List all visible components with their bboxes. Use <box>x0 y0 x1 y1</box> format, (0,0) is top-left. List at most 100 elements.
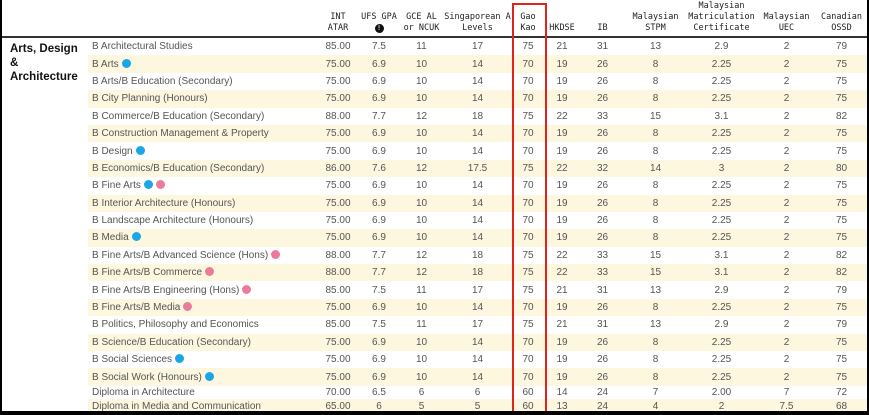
table-row: B Politics, Philosophy and Economics 85.0… <box>2 316 867 333</box>
cell-int-atar: 75.00 <box>318 55 358 73</box>
cell-gao-kao: 70 <box>522 180 534 192</box>
column-header-canadian-ossd: Canadian OSSD <box>816 0 867 38</box>
cell-hkdse: 19 <box>544 333 580 352</box>
cell-singaporean-a-levels: 14 <box>471 180 484 192</box>
cell-singaporean-a-levels: 17 <box>471 41 484 53</box>
column-header-label: IB <box>597 23 608 33</box>
table-row: Arts, Design & Architecture B Architectur… <box>2 37 867 83</box>
cell-hkdse: 19 <box>544 55 580 73</box>
table-row: B Social Sciences 75.00 6.9 10 14 70 19 26 8 2.25… <box>2 351 867 368</box>
cell-int-atar: 75.00 <box>318 229 358 247</box>
cell-gao-kao: 75 <box>512 264 544 282</box>
cell-gao-kao: 75 <box>522 319 534 331</box>
cell-gce-al-or-ncuk: 10 <box>400 124 443 143</box>
table-row: B Fine Arts/B Advanced Science (Hons) 88.… <box>2 247 867 264</box>
cell-malaysian-uec: 2 <box>757 90 816 108</box>
table-row: B Fine Arts 75.00 6.9 10 14 70 19 26 8 2.25 2 75 <box>2 177 867 194</box>
course-name: B Social Sciences <box>88 351 318 368</box>
cell-gce-al-or-ncuk: 12 <box>400 159 443 178</box>
course-name: B Science/B Education (Secondary) <box>88 333 318 352</box>
cell-singaporean-a-levels: 17.5 <box>443 159 512 178</box>
info-icon[interactable]: ! <box>374 24 384 33</box>
table-row: B Commerce/B Education (Secondary) 88.00 7… <box>2 108 867 125</box>
cell-malaysian-stpm: 8 <box>625 229 686 247</box>
course-name: B Architectural Studies <box>88 37 318 55</box>
cell-ib: 31 <box>596 284 609 296</box>
cell-malaysian-stpm: 8 <box>625 124 686 143</box>
column-header-label: Malaysian Matriculation Certificate <box>688 1 755 33</box>
cell-malaysian-stpm: 8 <box>625 55 686 73</box>
cell-canadian-ossd: 75 <box>816 124 867 143</box>
cell-malaysian-matriculation-certificate: 3 <box>686 159 757 178</box>
cell-hkdse: 19 <box>544 298 580 317</box>
cell-malaysian-stpm: 8 <box>652 145 659 157</box>
cell-ufs-gpa: 7.7 <box>372 110 386 122</box>
cell-gao-kao: 75 <box>512 159 544 178</box>
course-name: B Fine Arts/B Advanced Science (Hons) <box>88 247 318 264</box>
cell-int-atar: 70.00 <box>325 387 351 399</box>
cell-canadian-ossd: 75 <box>835 354 848 366</box>
cell-singaporean-a-levels: 14 <box>443 333 512 352</box>
course-name: B Media <box>88 229 318 247</box>
cell-hkdse: 19 <box>544 124 580 143</box>
cell-ufs-gpa: 6.9 <box>372 75 386 87</box>
cell-ufs-gpa: 6.9 <box>372 180 386 192</box>
cell-ufs-gpa: 6.9 <box>358 55 400 73</box>
cell-malaysian-uec: 2 <box>783 110 790 122</box>
cell-canadian-ossd: 75 <box>816 194 867 212</box>
cell-int-atar: 65.00 <box>318 399 358 411</box>
course-name-text: B Commerce/B Education (Secondary) <box>92 110 265 122</box>
cell-ib: 31 <box>596 41 609 53</box>
cell-canadian-ossd: 75 <box>835 145 848 157</box>
cell-malaysian-matriculation-certificate: 2.00 <box>711 387 732 399</box>
course-name: B Landscape Architecture (Honours) <box>88 212 318 229</box>
cell-canadian-ossd: 75 <box>816 333 867 352</box>
cell-gao-kao: 70 <box>522 354 534 366</box>
cell-singaporean-a-levels: 14 <box>443 368 512 386</box>
header-row: INT ATAR UFS GPA! GCE AL or NCUK Singaporea… <box>2 0 867 38</box>
table-row: B Interior Architecture (Honours) 75.00 6.… <box>2 194 867 212</box>
cell-malaysian-matriculation-certificate: 2.25 <box>686 333 757 352</box>
blue-dot-icon <box>143 180 153 190</box>
cell-int-atar: 75.00 <box>325 75 351 87</box>
cell-malaysian-uec: 2 <box>783 180 790 192</box>
cell-singaporean-a-levels: 14 <box>471 75 484 87</box>
cell-malaysian-uec: 7.5 <box>757 399 816 411</box>
cell-gce-al-or-ncuk: 12 <box>415 110 428 122</box>
table-row: B Social Work (Honours) 75.00 6.9 10 14 70 19 2… <box>2 368 867 386</box>
cell-ufs-gpa: 6.9 <box>358 298 400 317</box>
course-name-text: B Interior Architecture (Honours) <box>92 197 236 209</box>
cell-singaporean-a-levels: 14 <box>443 229 512 247</box>
cell-ib: 33 <box>596 249 609 261</box>
column-header-label: INT ATAR <box>327 12 349 33</box>
cell-malaysian-uec: 2 <box>783 41 790 53</box>
cell-gce-al-or-ncuk: 12 <box>415 249 428 261</box>
cell-canadian-ossd: 75 <box>816 90 867 108</box>
cell-malaysian-uec: 2 <box>783 75 790 87</box>
course-name: B Fine Arts/B Engineering (Hons) <box>88 281 318 298</box>
cell-ufs-gpa: 6.9 <box>358 333 400 352</box>
cell-singaporean-a-levels: 14 <box>443 90 512 108</box>
cell-malaysian-stpm: 8 <box>652 354 659 366</box>
cell-singaporean-a-levels: 14 <box>471 215 484 227</box>
course-name-text: B Construction Management & Property <box>92 128 269 140</box>
cell-malaysian-matriculation-certificate: 2.9 <box>714 319 729 331</box>
cell-malaysian-matriculation-certificate: 2.25 <box>711 180 732 192</box>
cell-gao-kao: 70 <box>512 298 544 317</box>
course-name-text: B Social Work (Honours) <box>92 371 202 383</box>
course-name-text: B Fine Arts/B Advanced Science (Hons) <box>92 249 269 261</box>
cell-gce-al-or-ncuk: 11 <box>416 284 427 296</box>
table-row: B Fine Arts/B Engineering (Hons) 85.00 7.5… <box>2 281 867 298</box>
table-row: Diploma in Architecture 70.00 6.5 6 6 60 14 24 7… <box>2 386 867 400</box>
column-header-singaporean-a-levels: Singaporean A Levels <box>443 0 512 38</box>
cell-canadian-ossd: 82 <box>835 110 848 122</box>
cell-ib: 26 <box>580 194 625 212</box>
cell-ib: 26 <box>596 145 609 157</box>
cell-gao-kao: 70 <box>512 55 544 73</box>
table-row: B City Planning (Honours) 75.00 6.9 10 14 70 1… <box>2 90 867 108</box>
table-row: B Fine Arts/B Commerce 88.00 7.7 12 18 75 22 33… <box>2 264 867 282</box>
course-name-text: B Social Sciences <box>92 354 173 366</box>
course-name-text: B Arts <box>92 58 119 70</box>
course-name-text: B Arts/B Education (Secondary) <box>92 75 233 87</box>
cell-singaporean-a-levels: 18 <box>471 249 484 261</box>
